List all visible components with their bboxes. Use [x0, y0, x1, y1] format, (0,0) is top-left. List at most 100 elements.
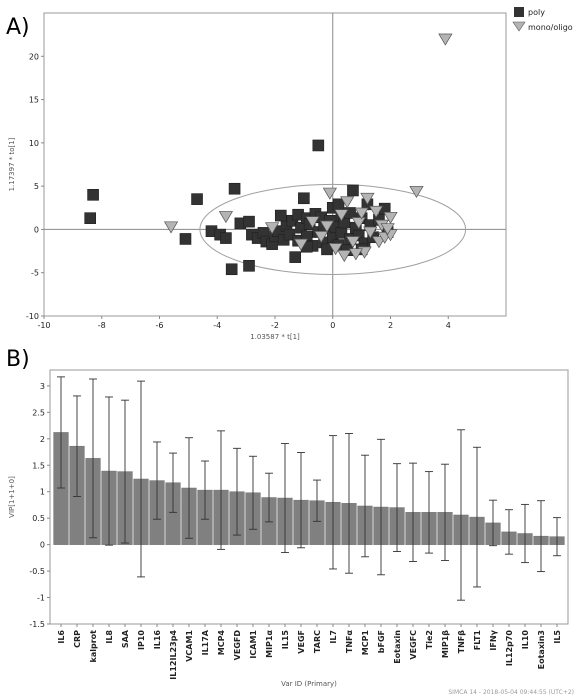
category-label: SAA: [121, 629, 130, 648]
y-tick-label: -0.5: [29, 567, 45, 576]
category-label: TNFα: [345, 630, 354, 654]
category-label: IL12p70: [505, 630, 514, 667]
category-label: VEGF: [297, 630, 306, 654]
scatter-plot: -10 -8 -6 -4 -2 0 2 4 -10 -5 0 5 10 15 20: [26, 12, 507, 330]
legend-label-poly: poly: [528, 8, 545, 17]
point-mono-oligo: [351, 217, 366, 230]
point-mono-oligo: [218, 211, 234, 224]
point-mono-oligo: [348, 248, 363, 261]
category-label: TARC: [313, 630, 322, 653]
y-tick-label: -1.5: [29, 620, 45, 629]
category-label: IL16: [153, 630, 162, 650]
category-label: CRP: [73, 630, 82, 648]
point-poly: [312, 139, 325, 152]
x-tick-label: -6: [156, 321, 164, 330]
y-tick-label: 10: [29, 139, 39, 148]
point-mono-oligo: [264, 222, 280, 235]
point-mono-oligo: [363, 226, 378, 239]
category-label: MCP4: [217, 630, 226, 656]
category-label: kalprot: [89, 630, 98, 663]
category-label: Eotaxin3: [537, 630, 546, 669]
category-label: IFNγ: [489, 629, 498, 650]
category-label: IL15: [281, 630, 290, 650]
category-label: VEGFD: [233, 630, 242, 661]
category-label: bFGF: [377, 630, 386, 653]
category-label: IL8: [105, 630, 114, 644]
scatter-legend: poly mono/oligo: [512, 7, 573, 32]
point-poly: [220, 232, 232, 244]
bar-x-axis-label: Var ID (Primary): [281, 680, 337, 688]
y-tick-label: 2.5: [32, 408, 45, 417]
point-poly: [191, 193, 203, 205]
x-tick-label: -2: [271, 321, 279, 330]
category-label: VCAM1: [185, 630, 194, 662]
panel-a-label: A): [6, 15, 30, 40]
legend-marker-poly: [514, 7, 524, 17]
point-mono-oligo: [345, 236, 361, 249]
category-label: MCP1: [361, 630, 370, 656]
point-mono-oligo: [163, 221, 179, 234]
category-label: IL5: [553, 630, 562, 644]
point-mono-oligo: [368, 205, 384, 218]
point-poly: [225, 263, 238, 276]
footer-timestamp: SIMCA 14 - 2018-05-04 09:44:55 (UTC+2): [448, 689, 574, 696]
point-poly: [84, 212, 96, 224]
point-poly: [347, 184, 359, 197]
category-label: IL12IL23p4: [169, 630, 178, 680]
category-label: IL6: [57, 630, 66, 644]
x-tick-label: -8: [98, 321, 106, 330]
bar-y-axis-label: VIP[1+1+0]: [8, 476, 16, 518]
point-poly: [243, 215, 255, 228]
x-tick-label: -4: [213, 321, 221, 330]
category-label: Tie2: [425, 630, 434, 649]
y-tick-label: 0: [40, 541, 45, 550]
y-tick-label: 15: [29, 96, 39, 105]
point-mono-oligo: [383, 211, 398, 224]
category-label: IL10: [521, 630, 530, 650]
category-label: VEGFC: [409, 630, 418, 660]
point-poly: [243, 259, 255, 272]
y-tick-label: 2: [40, 435, 45, 444]
point-mono-oligo: [305, 216, 320, 229]
x-tick-label: 0: [330, 321, 335, 330]
category-label: IL17A: [201, 629, 210, 655]
y-tick-label: 20: [29, 52, 39, 61]
point-poly: [289, 251, 302, 263]
point-mono-oligo: [319, 220, 335, 233]
point-poly: [87, 189, 99, 201]
category-label: MIP1β: [441, 630, 450, 658]
point-mono-oligo: [360, 192, 375, 205]
category-label: Eotaxin: [393, 630, 402, 664]
point-mono-oligo: [337, 250, 352, 263]
x-tick-label: -10: [37, 321, 50, 330]
y-tick-label: -5: [31, 269, 39, 278]
point-poly: [283, 228, 296, 241]
point-poly: [179, 233, 192, 245]
point-mono-oligo: [334, 209, 349, 222]
bar-chart-frame: [49, 369, 569, 625]
y-tick-label: -1: [37, 594, 45, 603]
point-poly: [298, 192, 310, 205]
category-label: ICAM1: [249, 630, 258, 659]
y-tick-label: 5: [34, 182, 39, 191]
point-mono-oligo: [438, 33, 453, 46]
scatter-y-axis-label: 1.17397 * to[1]: [8, 137, 16, 191]
point-mono-oligo: [409, 185, 424, 199]
category-label: MIP1α: [265, 630, 274, 658]
point-mono-oligo: [354, 207, 369, 220]
point-mono-oligo: [293, 238, 309, 251]
y-tick-label: 0: [34, 225, 39, 234]
scatter-x-axis-label: 1.03587 * t[1]: [250, 333, 300, 341]
y-tick-label: 1.5: [32, 461, 45, 470]
y-tick-label: -10: [26, 312, 39, 321]
y-tick-label: 0.5: [32, 514, 45, 523]
point-poly: [332, 198, 345, 211]
legend-label-mono-oligo: mono/oligo: [528, 23, 573, 32]
category-label: IP10: [137, 630, 146, 650]
legend-marker-mono-oligo: [512, 21, 526, 32]
point-poly: [228, 182, 241, 195]
category-label: FLT1: [473, 630, 482, 651]
point-mono-oligo: [380, 223, 395, 236]
panel-b-label: B): [6, 347, 30, 372]
